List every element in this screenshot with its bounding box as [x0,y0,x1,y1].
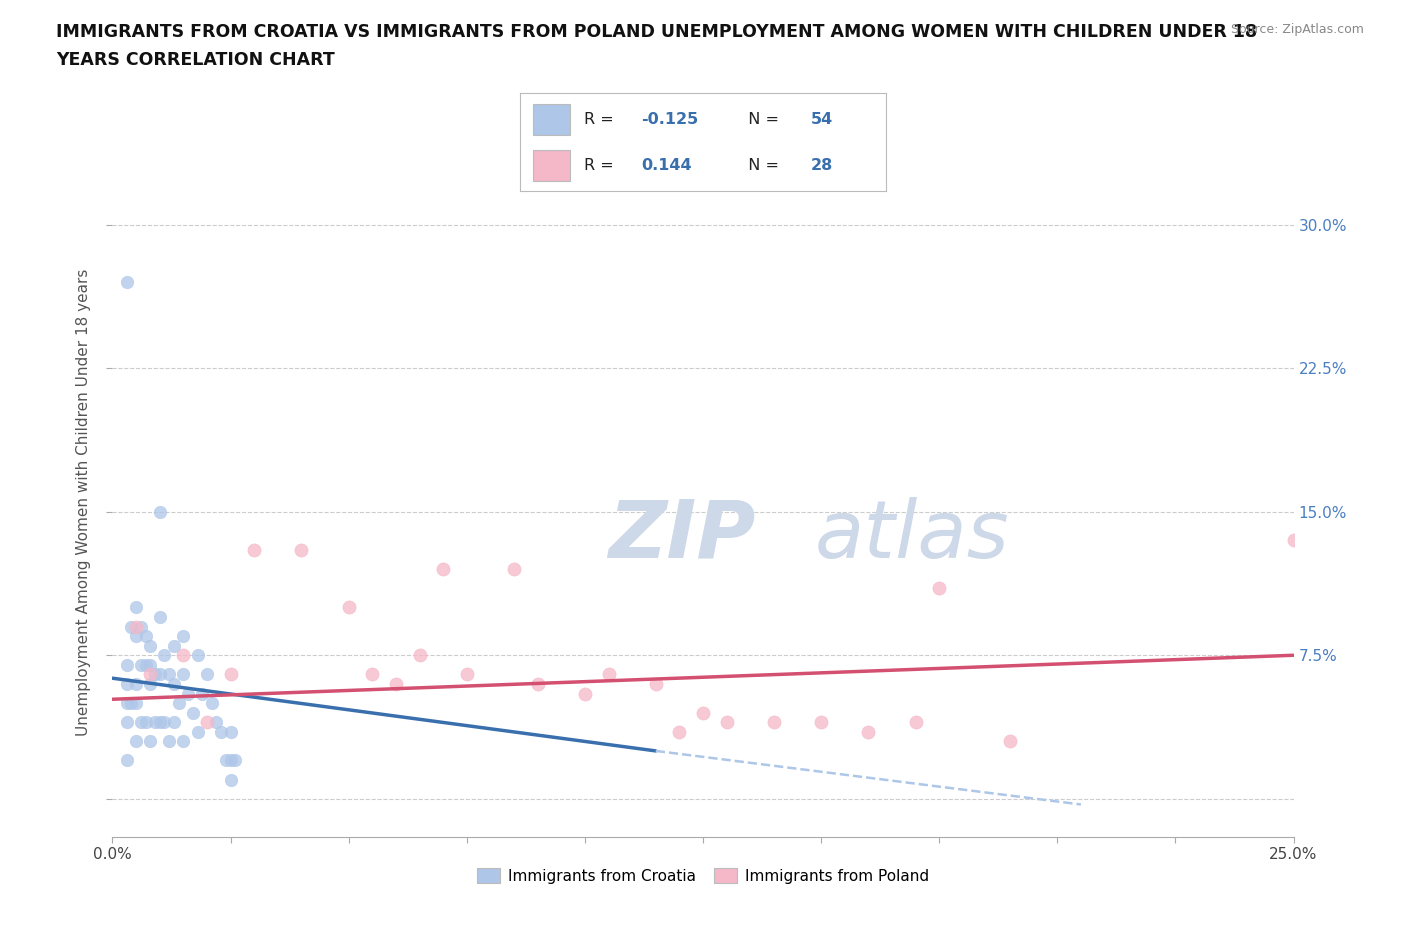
Point [668,724,690,739]
Point [172,648,194,663]
FancyBboxPatch shape [533,104,569,135]
Point [209,724,232,739]
Point [644,676,666,691]
Point [186,724,208,739]
Point [129,658,152,672]
Point [172,667,194,682]
Point [139,658,162,672]
Point [143,715,166,730]
Text: 54: 54 [811,112,834,126]
Point [201,696,224,711]
Point [115,696,138,711]
Point [135,715,157,730]
Point [858,724,880,739]
Point [762,715,785,730]
Point [139,667,162,682]
Point [408,648,430,663]
Point [149,504,172,519]
Point [115,753,138,768]
Point [195,715,218,730]
Text: N =: N = [738,112,785,126]
Point [167,696,190,711]
Point [904,715,927,730]
Point [215,753,238,768]
Point [135,629,157,644]
Point [149,609,172,624]
Point [153,715,176,730]
FancyBboxPatch shape [533,150,569,180]
Text: N =: N = [738,158,785,173]
Text: R =: R = [585,158,624,173]
Point [120,696,142,711]
Point [598,667,620,682]
Point [115,658,138,672]
Point [1282,533,1305,548]
Point [163,676,186,691]
Point [385,676,408,691]
Point [139,734,162,749]
Point [456,667,478,682]
Point [692,705,714,720]
Point [125,629,148,644]
Point [205,715,228,730]
Point [125,600,148,615]
Point [186,648,208,663]
Point [129,619,152,634]
Text: YEARS CORRELATION CHART: YEARS CORRELATION CHART [56,51,335,69]
Point [224,753,246,768]
Point [157,734,180,749]
Point [810,715,832,730]
Point [125,676,148,691]
Point [157,667,180,682]
Point [139,638,162,653]
Point [181,705,204,720]
Point [125,734,148,749]
Text: atlas: atlas [815,497,1010,575]
Point [998,734,1021,749]
Text: IMMIGRANTS FROM CROATIA VS IMMIGRANTS FROM POLAND UNEMPLOYMENT AMONG WOMEN WITH : IMMIGRANTS FROM CROATIA VS IMMIGRANTS FR… [56,23,1257,41]
Point [172,734,194,749]
Text: -0.125: -0.125 [641,112,699,126]
Point [149,715,172,730]
Point [163,715,186,730]
Point [219,724,242,739]
Point [125,696,148,711]
Point [195,667,218,682]
Point [115,274,138,289]
Point [143,667,166,682]
Point [219,667,242,682]
Point [163,638,186,653]
Point [337,600,360,615]
Point [716,715,738,730]
Point [149,667,172,682]
Point [432,562,454,577]
Point [172,629,194,644]
Text: 28: 28 [811,158,834,173]
Text: Source: ZipAtlas.com: Source: ZipAtlas.com [1230,23,1364,36]
Text: 0.144: 0.144 [641,158,692,173]
Legend: Immigrants from Croatia, Immigrants from Poland: Immigrants from Croatia, Immigrants from… [471,862,935,890]
Point [219,772,242,787]
Point [361,667,384,682]
Point [120,619,142,634]
Point [115,715,138,730]
Point [219,753,242,768]
Point [928,581,950,596]
Point [526,676,548,691]
Text: ZIP: ZIP [609,497,756,575]
Point [135,658,157,672]
Point [139,676,162,691]
Point [125,619,148,634]
Point [177,686,200,701]
Point [574,686,596,701]
Point [503,562,526,577]
Point [129,715,152,730]
Point [243,542,266,557]
Point [290,542,312,557]
Point [153,648,176,663]
Point [115,676,138,691]
Text: R =: R = [585,112,619,126]
Point [191,686,214,701]
Y-axis label: Unemployment Among Women with Children Under 18 years: Unemployment Among Women with Children U… [76,269,91,736]
